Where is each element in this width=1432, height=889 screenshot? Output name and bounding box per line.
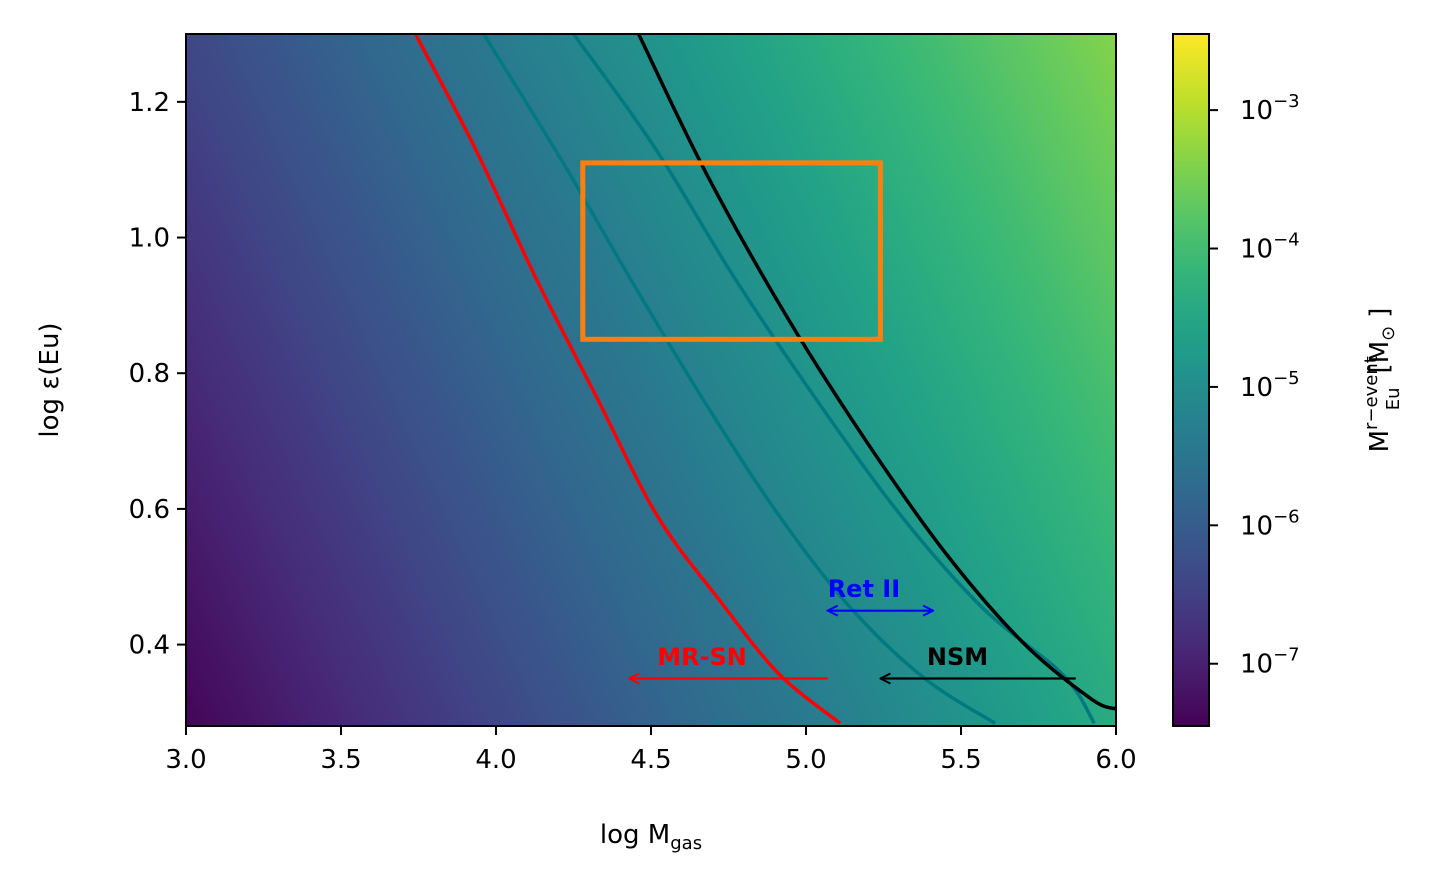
curve-3 [572,34,1096,725]
colorbar-tick-exponent: −6 [1273,506,1300,527]
curve-1 [413,34,842,725]
colorbar-label-unit-sub: ⊙ [1378,326,1399,341]
x-axis-label-main: log M [600,820,670,850]
x-tick-label: 5.5 [940,745,981,775]
annotation-layer: Ret II MR-SN NSM [629,575,1076,678]
y-axis-ticks: 0.4 0.6 0.8 1.0 1.2 [129,88,186,661]
colorbar-ticks: 10−710−610−510−410−3 [1209,91,1300,680]
colorbar-tick-base: 10 [1240,235,1273,265]
colorbar-label-unit-close: ] [1365,308,1395,318]
colorbar-label-sub: Eu [1383,387,1404,410]
y-tick-label: 1.2 [129,88,170,118]
heatmap-field [186,34,1116,726]
curve-2 [482,34,997,725]
y-tick-label: 1.0 [129,224,170,254]
x-axis-label-sub: gas [670,833,702,854]
colorbar-tick-base: 10 [1240,373,1273,403]
colorbar-tick-label: 10−7 [1240,645,1300,680]
x-axis-label: log Mgas [600,820,702,854]
colorbar-label-main: M [1365,430,1395,452]
colorbar-tick-label: 10−4 [1240,230,1300,265]
annotation-mr-sn: MR-SN [657,643,747,671]
colorbar-tick-exponent: −5 [1273,368,1300,389]
annotation-ret-ii: Ret II [828,575,900,603]
x-tick-label: 3.5 [320,745,361,775]
colorbar-tick-exponent: −7 [1273,645,1300,666]
x-tick-label: 4.0 [475,745,516,775]
annotation-nsm: NSM [927,643,988,671]
colorbar-tick-label: 10−3 [1240,91,1300,126]
colorbar-tick-label: 10−6 [1240,506,1300,541]
colorbar-tick-label: 10−5 [1240,368,1300,403]
y-axis-label: log ε(Eu) [35,322,65,437]
x-tick-label: 5.0 [785,745,826,775]
y-tick-label: 0.8 [129,359,170,389]
y-tick-label: 0.6 [129,495,170,525]
colorbar-tick-exponent: −4 [1273,230,1300,251]
colorbar-tick-base: 10 [1240,650,1273,680]
x-axis-ticks: 3.0 3.5 4.0 4.5 5.0 5.5 6.0 [165,726,1137,775]
colorbar-label-sup: r−event [1361,356,1382,430]
colorbar [1172,33,1210,727]
y-tick-label: 0.4 [129,631,170,661]
x-tick-label: 4.5 [630,745,671,775]
x-tick-label: 6.0 [1095,745,1136,775]
colorbar-label-unit: [M [1365,341,1395,374]
colorbar-tick-exponent: −3 [1273,91,1300,112]
x-tick-label: 3.0 [165,745,206,775]
colorbar-tick-base: 10 [1240,96,1273,126]
colorbar-tick-base: 10 [1240,511,1273,541]
colorbar-label: Mr−eventEu [M⊙] [1361,308,1404,453]
highlight-rectangle [580,160,883,342]
